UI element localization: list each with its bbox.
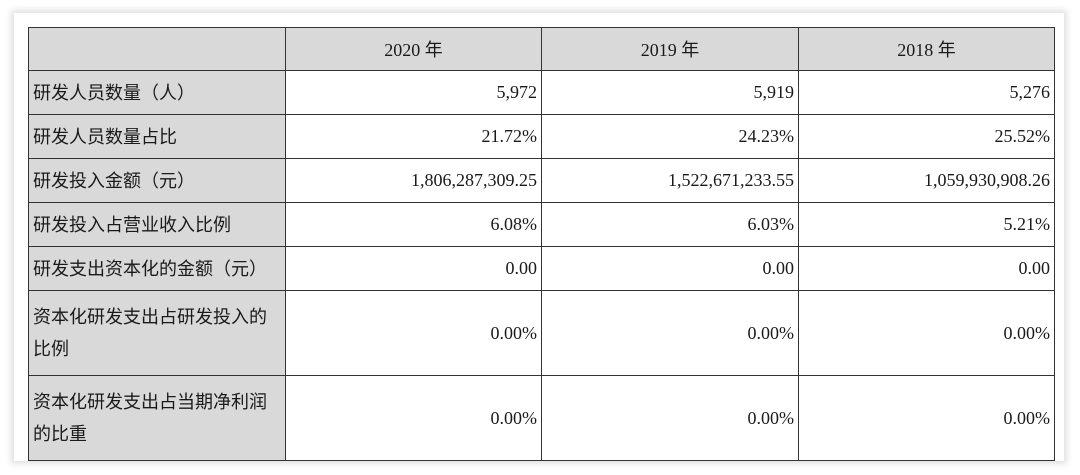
cell-value-2020: 0.00% [285,290,542,376]
cell-value-2020: 6.08% [285,202,542,247]
table-row: 研发支出资本化的金额（元） 0.00 0.00 0.00 [28,246,1055,291]
row-label: 资本化研发支出占当期净利润的比重 [28,375,286,461]
cell-value-2020: 5,972 [285,70,542,115]
cell-value-2020: 1,806,287,309.25 [285,158,542,203]
column-header-2018: 2018 年 [798,27,1055,71]
table-row: 资本化研发支出占当期净利润的比重 0.00% 0.00% 0.00% [28,375,1055,461]
cell-value-2018: 0.00% [798,375,1055,461]
cell-value-2020: 21.72% [285,114,542,159]
cell-value-2019: 1,522,671,233.55 [541,158,799,203]
cell-value-2019: 0.00 [541,246,799,291]
row-label: 研发人员数量（人） [28,70,286,115]
table-row: 研发投入占营业收入比例 6.08% 6.03% 5.21% [28,202,1055,247]
cell-value-2020: 0.00% [285,375,542,461]
cell-value-2019: 24.23% [541,114,799,159]
cell-value-2019: 0.00% [541,375,799,461]
table-row: 研发投入金额（元） 1,806,287,309.25 1,522,671,233… [28,158,1055,203]
cell-value-2018: 5,276 [798,70,1055,115]
row-label: 资本化研发支出占研发投入的比例 [28,290,286,376]
table-card: 2020 年 2019 年 2018 年 研发人员数量（人） 5,972 5,9… [14,13,1064,461]
table-corner-cell [28,27,286,71]
cell-value-2018: 5.21% [798,202,1055,247]
cell-value-2018: 0.00% [798,290,1055,376]
table-row: 研发人员数量（人） 5,972 5,919 5,276 [28,70,1055,115]
row-label: 研发投入金额（元） [28,158,286,203]
row-label: 研发投入占营业收入比例 [28,202,286,247]
row-label: 研发人员数量占比 [28,114,286,159]
table-header-row: 2020 年 2019 年 2018 年 [28,27,1055,71]
cell-value-2019: 0.00% [541,290,799,376]
cell-value-2019: 5,919 [541,70,799,115]
table-row: 研发人员数量占比 21.72% 24.23% 25.52% [28,114,1055,159]
cell-value-2018: 1,059,930,908.26 [798,158,1055,203]
table-row: 资本化研发支出占研发投入的比例 0.00% 0.00% 0.00% [28,290,1055,376]
column-header-2019: 2019 年 [541,27,799,71]
cell-value-2018: 25.52% [798,114,1055,159]
cell-value-2018: 0.00 [798,246,1055,291]
row-label: 研发支出资本化的金额（元） [28,246,286,291]
cell-value-2020: 0.00 [285,246,542,291]
column-header-2020: 2020 年 [285,27,542,71]
rd-investment-table: 2020 年 2019 年 2018 年 研发人员数量（人） 5,972 5,9… [28,27,1055,461]
cell-value-2019: 6.03% [541,202,799,247]
